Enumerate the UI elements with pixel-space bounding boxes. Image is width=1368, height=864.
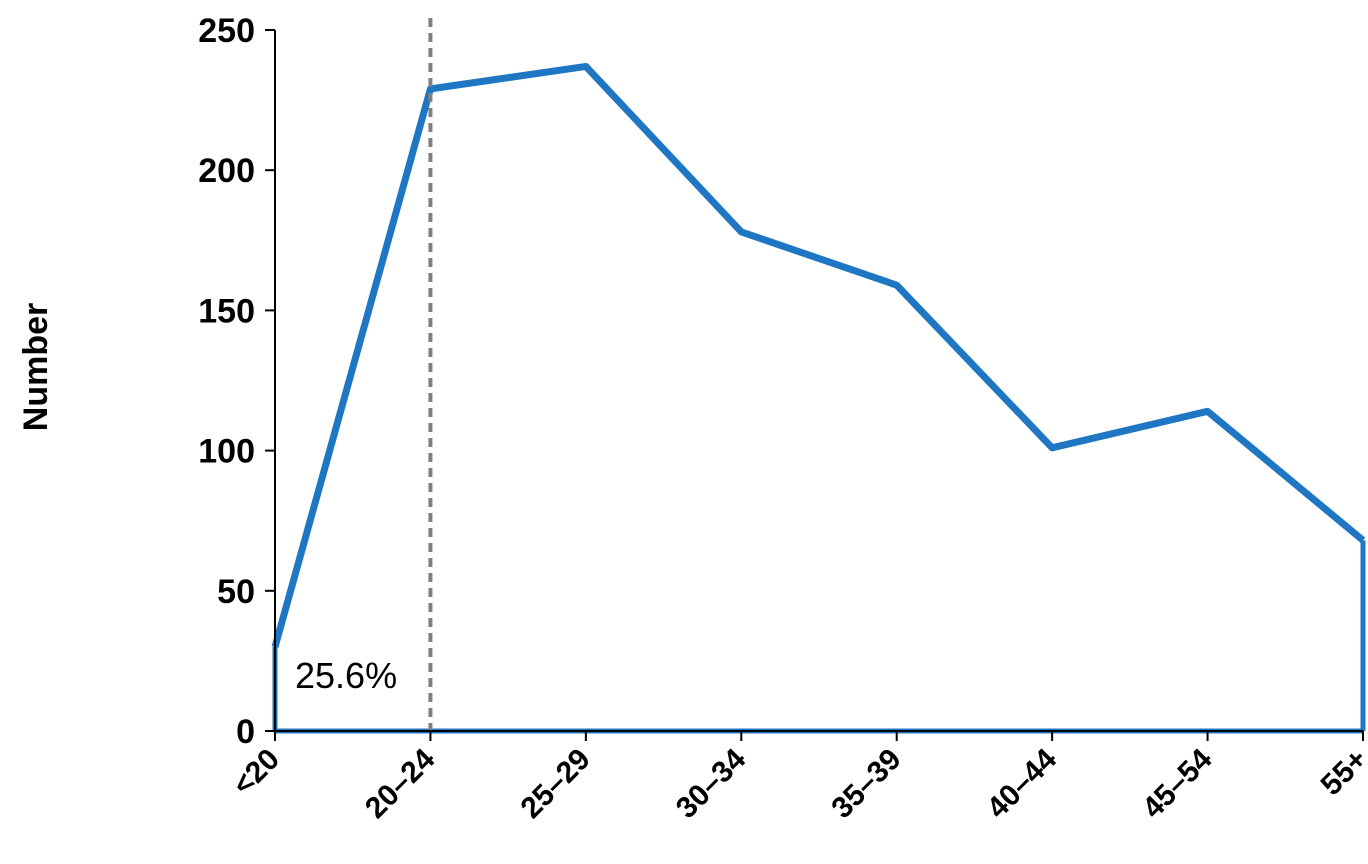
y-ticks: 0 50 100 150 200 250: [198, 12, 275, 751]
series-line: [271, 62, 1366, 648]
x-tick-label: 30–34: [670, 742, 753, 825]
y-tick-label: 50: [217, 573, 255, 611]
x-tick-label: 25–29: [514, 743, 596, 825]
x-tick-label: <20: [227, 743, 286, 802]
x-tick-label: 20–24: [359, 742, 442, 825]
y-tick-label: 250: [198, 12, 255, 50]
x-tick-label: 45–54: [1136, 742, 1219, 825]
percentage-annotation: 25.6%: [295, 655, 397, 696]
x-tick-label: 55+: [1315, 743, 1368, 802]
x-ticks: <20 20–24 25–29 30–34 35–39 40–44 45–54 55+: [227, 731, 1368, 825]
y-tick-label: 200: [198, 152, 255, 190]
series-group: [271, 62, 1366, 734]
y-tick-label: 100: [198, 433, 255, 471]
y-tick-label: 150: [198, 292, 255, 330]
y-tick-label: 0: [236, 713, 255, 751]
x-tick-label: 40–44: [981, 742, 1064, 825]
series-area: [275, 66, 1363, 731]
x-tick-label: 35–39: [825, 743, 907, 825]
y-axis-title: Number: [17, 303, 55, 431]
